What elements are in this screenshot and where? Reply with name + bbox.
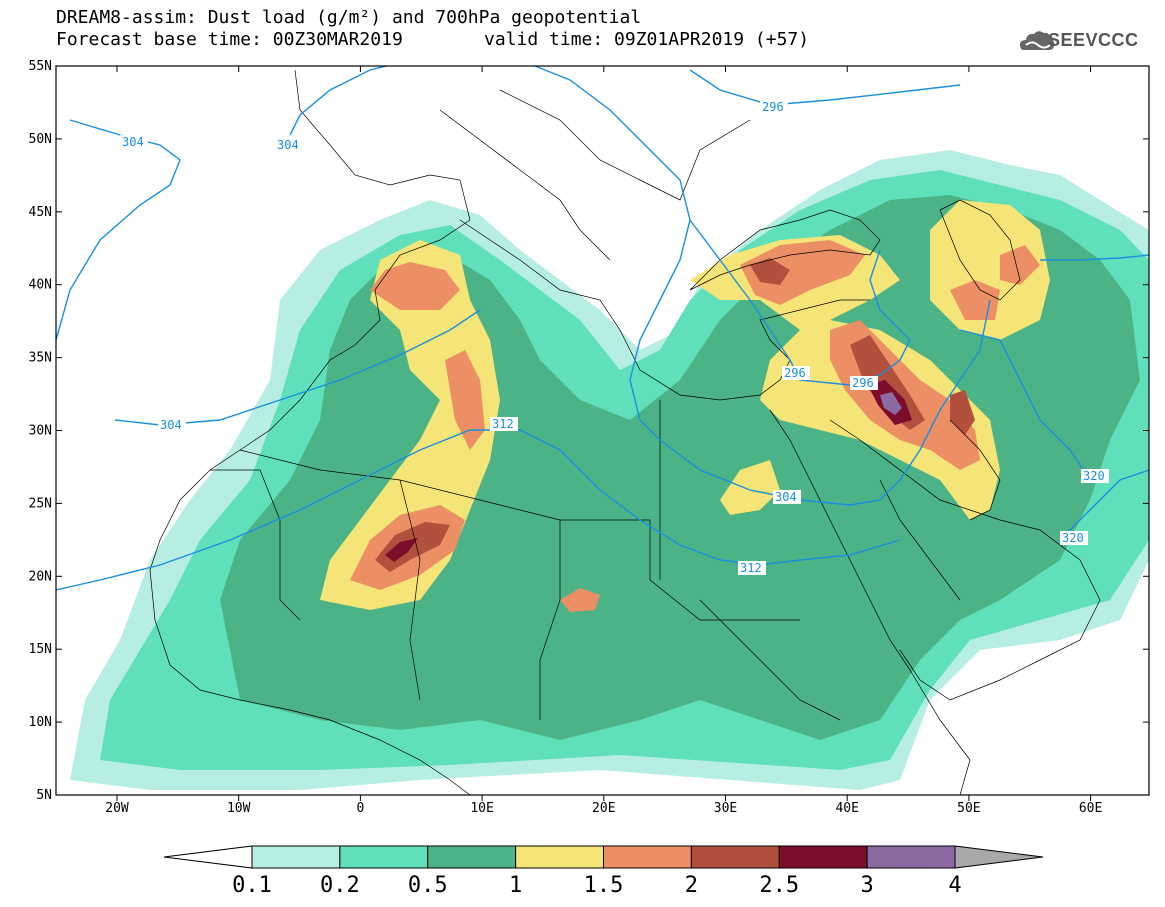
border-4 [649,579,800,621]
y-tick-label: 40N [29,278,52,293]
valid-time: valid time: 09Z01APR2019 (+57) [484,29,810,50]
dust-band-1.5-b [370,262,460,310]
colorbar: 0.1 0.2 0.5 1 1.5 2 2.5 3 4 [163,845,1044,898]
dust-field [70,150,1149,790]
colorbar-bin [690,845,780,869]
colorbar-label: 1 [509,873,522,898]
colorbar-bin [251,845,341,869]
border-1 [239,449,651,580]
x-tick-label: 60E [1079,801,1102,816]
dust-band-1.5-c [445,350,485,450]
contour-label: 320 [1083,469,1105,483]
contour-labels: 304 304 304 296 312 296 296 304 312 320 … [120,100,1109,575]
colorbar-bin [778,845,868,869]
coastline-black-sea [689,209,881,291]
dust-band-2-d [950,390,975,435]
contour-320-b [1040,254,1149,261]
colorbar-max-arrow [954,845,1044,869]
border-3 [539,520,561,720]
dust-band-1-egypt [720,460,780,515]
coastline-horn [909,669,971,795]
border-2 [399,479,421,701]
y-tick-label: 10N [29,715,52,730]
dust-band-3 [880,392,902,415]
contour-label: 296 [852,376,874,390]
colorbar-label: 3 [861,873,874,898]
dust-band-1.5-d [740,240,865,305]
y-tick-label: 30N [29,424,52,439]
contour-label: 312 [740,561,762,575]
coastline-red-sea [769,409,911,671]
x-tick-label: 40E [835,801,858,816]
coastline-west-africa [149,69,471,795]
colorbar-bin [339,845,429,869]
contour-label: 296 [762,100,784,114]
logo-text: SEEVCCC [1048,30,1139,50]
x-tick-label: 50E [957,801,980,816]
border-8 [439,109,611,261]
x-tick-label: 30E [714,801,737,816]
x-tick-label: 10E [470,801,493,816]
contour-label: 304 [122,135,144,149]
cloud-icon [1020,31,1055,50]
y-tick-label: 20N [29,569,52,584]
map-title: DREAM8-assim: Dust load (g/m²) and 700hP… [56,7,642,28]
colorbar-label: 2 [685,873,698,898]
y-tick-label: 55N [29,59,52,74]
colorbar-label: 0.5 [408,873,448,898]
y-tick-label: 5N [36,788,52,803]
border-6 [210,469,301,621]
dust-band-1.5-h [560,588,600,612]
forecast-base-time: Forecast base time: 00Z30MAR2019 [56,29,403,50]
contour-label: 304 [160,418,182,432]
coastline-mediterranean [459,219,870,401]
y-axis: 55N 50N 45N 40N 35N 30N 25N 20N 15N 10N 5N [29,59,1149,803]
y-tick-label: 50N [29,132,52,147]
dust-band-2-c [750,258,790,285]
contour-east-2 [959,329,1091,481]
contour-label: 320 [1062,531,1084,545]
colorbar-bin [515,845,604,869]
border-10 [879,479,961,601]
coastline-persian-gulf [949,419,1001,521]
x-axis: 20W 10W 0 10E 20E 30E 40E 50E 60E [105,66,1102,816]
dust-band-2.5 [385,538,418,562]
contour-label: 312 [492,417,514,431]
y-tick-label: 25N [29,496,52,511]
colorbar-label: 0.2 [320,873,360,898]
x-tick-label: 0 [356,801,364,816]
colorbar-label: 4 [948,873,961,898]
contour-label: 304 [775,490,797,504]
coastlines-borders [149,69,1101,795]
y-tick-label: 15N [29,642,52,657]
colorbar-bin [427,845,517,869]
contour-304-north [289,66,991,506]
colorbar-bin [866,845,956,869]
border-9 [699,599,841,721]
y-tick-label: 45N [29,205,52,220]
y-tick-label: 35N [29,351,52,366]
x-tick-label: 10W [227,801,251,816]
colorbar-min-arrow [163,845,253,869]
contour-320-east [1059,469,1149,541]
contour-312 [56,429,901,591]
colorbar-label: 0.1 [232,873,272,898]
contour-296-north [689,69,961,106]
dust-band-1.5-g [1000,245,1040,285]
colorbar-bin [603,845,692,869]
coastline-caspian [939,199,1021,301]
x-tick-label: 20E [592,801,615,816]
colorbar-label: 1.5 [584,873,624,898]
coastline-arabia [829,419,1101,701]
border-7 [499,89,751,201]
colorbar-label: 2.5 [759,873,799,898]
x-tick-label: 20W [105,801,129,816]
contour-label: 296 [784,366,806,380]
contour-label: 304 [277,138,299,152]
